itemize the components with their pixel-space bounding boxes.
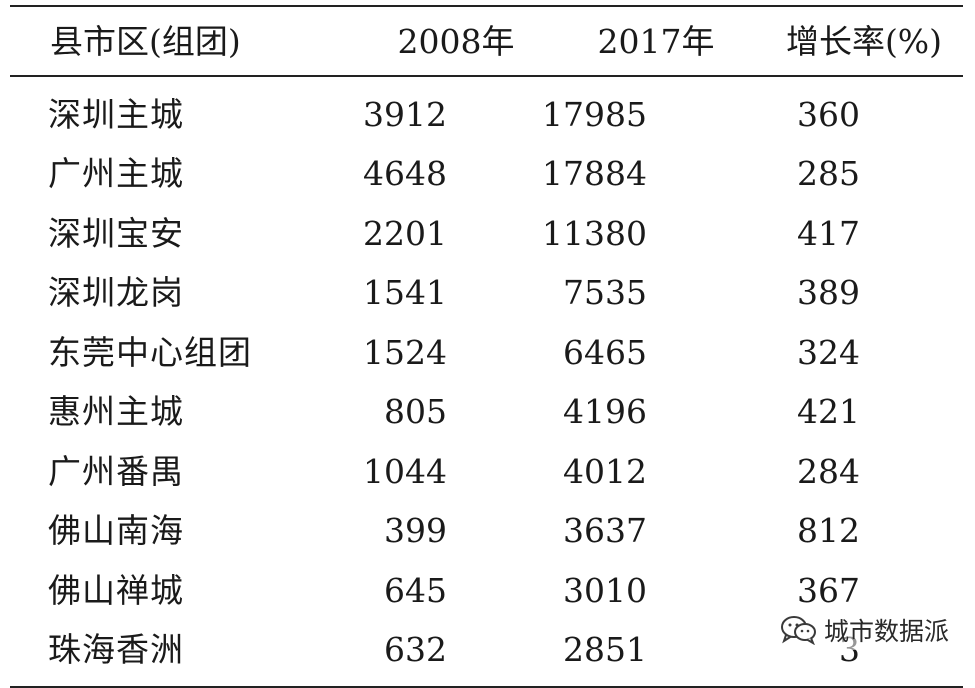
table-bottom-rule [10,685,963,688]
cell-district: 惠州主城 [48,392,184,432]
cell-district: 广州主城 [48,154,184,194]
cell-2008: 1541 [363,273,447,313]
header-growth-rate: 增长率(%) [785,21,943,61]
cell-2008: 1044 [363,451,447,491]
table-row: 深圳主城 3912 17985 360 [10,85,963,145]
header-2017: 2017年 [597,21,715,61]
cell-district: 珠海香洲 [48,630,184,670]
cell-2017: 4012 [563,451,647,491]
cell-district: 深圳宝安 [48,213,184,253]
cell-growth-rate: 285 [797,154,860,194]
cell-district: 东莞中心组团 [48,332,252,372]
cell-2008: 2201 [363,213,447,253]
cell-2017: 3010 [563,570,647,610]
header-2008: 2008年 [397,21,515,61]
table-header-row: 县市区(组团) 2008年 2017年 增长率(%) [10,7,963,75]
table-body: 深圳主城 3912 17985 360 广州主城 4648 17884 285 深圳宝安 2201… [10,77,963,686]
wechat-icon [780,616,816,645]
cell-2017: 17985 [542,94,647,134]
table-row: 深圳龙岗 1541 7535 389 [10,263,963,323]
cell-district: 深圳主城 [48,94,184,134]
table-header-rule [10,75,963,77]
cell-2017: 17884 [542,154,647,194]
cell-2008: 399 [384,511,447,551]
cell-growth-rate: 367 [797,570,860,610]
cell-district: 佛山禅城 [48,570,184,610]
table-top-rule [10,5,963,7]
cell-2017: 6465 [563,332,647,372]
header-district: 县市区(组团) [50,21,241,61]
cell-growth-rate: 421 [797,392,860,432]
cell-2008: 645 [384,570,447,610]
watermark-text: 城市数据派 [823,617,949,646]
cell-district: 深圳龙岗 [48,273,184,313]
cell-growth-rate: 389 [797,273,860,313]
cell-2017: 4196 [563,392,647,432]
table-row: 广州主城 4648 17884 285 [10,144,963,204]
data-table: 县市区(组团) 2008年 2017年 增长率(%) 深圳主城 3912 17985… [10,5,963,688]
watermark: 城市数据派 [775,610,953,650]
cell-growth-rate: 812 [797,511,860,551]
table-row: 佛山禅城 645 3010 367 [10,561,963,621]
cell-growth-rate: 284 [797,451,860,491]
cell-2017: 7535 [563,273,647,313]
cell-growth-rate: 417 [797,213,860,253]
cell-district: 广州番禺 [48,451,184,491]
table-row: 惠州主城 805 4196 421 [10,382,963,442]
table-row: 深圳宝安 2201 11380 417 [10,204,963,264]
cell-2008: 3912 [363,94,447,134]
cell-2008: 805 [384,392,447,432]
cell-2017: 11380 [542,213,647,253]
cell-2008: 4648 [363,154,447,194]
table-row: 东莞中心组团 1524 6465 324 [10,323,963,383]
cell-2008: 632 [384,630,447,670]
cell-district: 佛山南海 [48,511,184,551]
cell-2008: 1524 [363,332,447,372]
cell-growth-rate: 360 [797,94,860,134]
cell-2017: 3637 [563,511,647,551]
cell-2017: 2851 [563,630,647,670]
table-row: 广州番禺 1044 4012 284 [10,442,963,502]
table-row: 佛山南海 399 3637 812 [10,501,963,561]
cell-growth-rate: 324 [797,332,860,372]
